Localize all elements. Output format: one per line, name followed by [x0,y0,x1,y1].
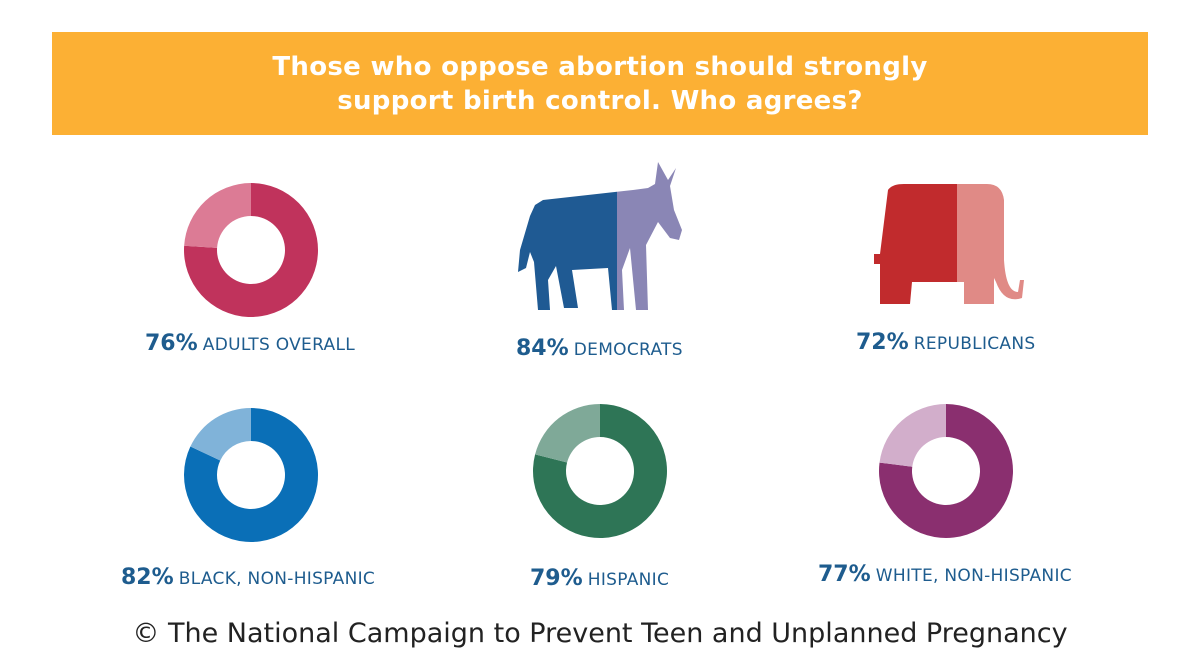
value-label: 79% [530,566,583,591]
donut-chart-black-non-hispanic [183,408,318,542]
category-label: DEMOCRATS [573,340,683,360]
donut-chart-white-non-hispanic [879,404,1013,538]
label-white-non-hispanic: 77% WHITE, NON-HISPANIC [818,562,1072,587]
value-label: 76% [145,331,198,356]
elephant-pictogram [874,184,1024,304]
value-label: 84% [516,336,569,361]
donut-slice-rest [535,404,600,463]
donut-chart-hispanic [533,404,667,538]
label-democrats: 84% DEMOCRATS [516,336,683,361]
donut-slice-agree [533,404,667,538]
copyright-credit: © The National Campaign to Prevent Teen … [132,618,1068,649]
donut-slice-agree [183,408,318,542]
label-black-non-hispanic: 82% BLACK, NON-HISPANIC [121,565,375,590]
donkey-pictogram [518,162,682,310]
value-label: 77% [818,562,871,587]
donut-slice-rest [184,183,251,248]
category-label: HISPANIC [587,570,670,590]
category-label: REPUBLICANS [913,334,1036,354]
label-adults-overall: 76% ADULTS OVERALL [145,331,355,356]
value-label: 82% [121,565,174,590]
label-republicans: 72% REPUBLICANS [856,330,1035,355]
chart-title: Those who oppose abortion should strongl… [272,51,928,116]
donut-slice-rest [190,408,251,461]
category-label: ADULTS OVERALL [202,335,355,355]
value-label: 72% [856,330,909,355]
title-banner: Those who oppose abortion should strongl… [52,32,1148,135]
donut-slice-rest [879,404,946,467]
donut-slice-agree [879,404,1013,538]
donut-slice-agree [184,183,318,317]
category-label: BLACK, NON-HISPANIC [178,569,376,589]
label-hispanic: 79% HISPANIC [530,566,669,591]
donut-chart-adults-overall [184,183,318,317]
category-label: WHITE, NON-HISPANIC [875,566,1072,586]
